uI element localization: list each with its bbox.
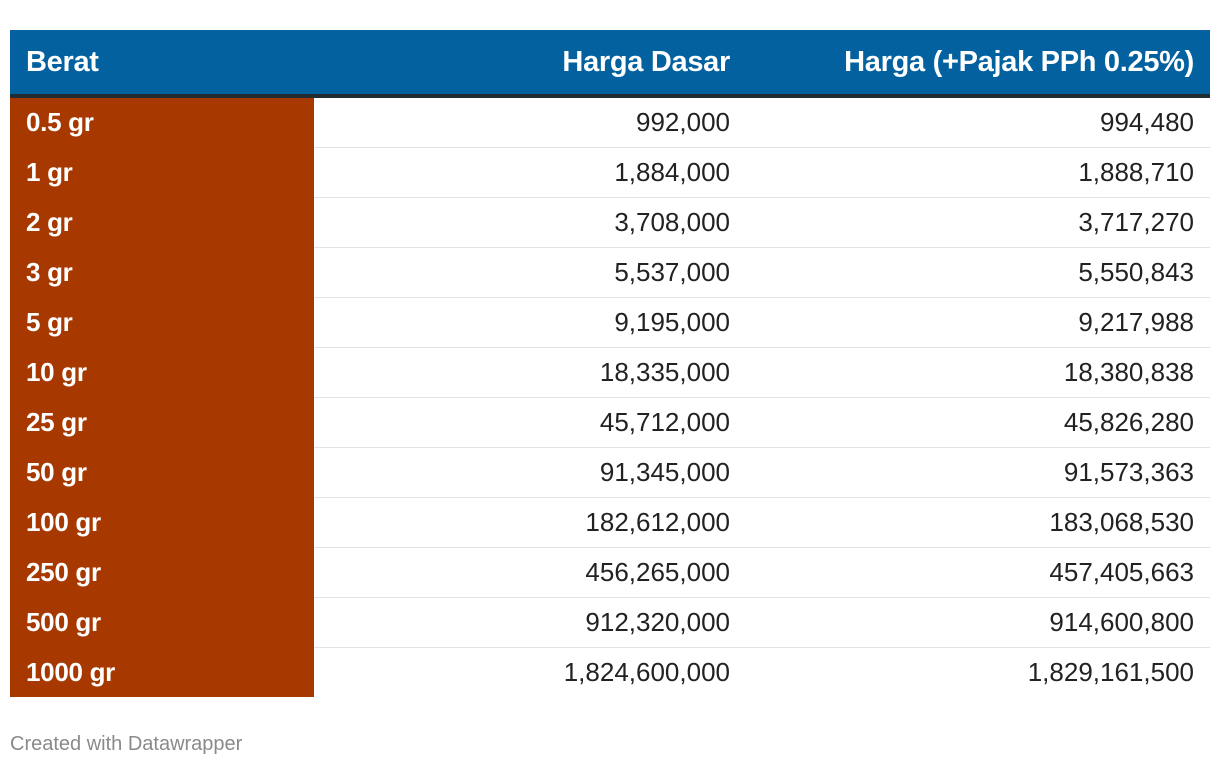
weight-cell: 2 gr <box>10 197 314 248</box>
price-table: Berat Harga Dasar Harga (+Pajak PPh 0.25… <box>10 30 1210 697</box>
price-with-tax-cell: 5,550,843 <box>746 247 1210 298</box>
price-with-tax-cell: 994,480 <box>746 96 1210 148</box>
table-row: 500 gr 912,320,000 914,600,800 <box>10 597 1210 648</box>
weight-cell: 25 gr <box>10 397 314 448</box>
price-with-tax-cell: 183,068,530 <box>746 497 1210 548</box>
base-price-cell: 5,537,000 <box>314 247 746 298</box>
base-price-cell: 45,712,000 <box>314 397 746 448</box>
table-row: 3 gr 5,537,000 5,550,843 <box>10 247 1210 298</box>
header-weight: Berat <box>10 30 314 98</box>
table-row: 2 gr 3,708,000 3,717,270 <box>10 197 1210 248</box>
header-row: Berat Harga Dasar Harga (+Pajak PPh 0.25… <box>10 30 1210 98</box>
weight-cell: 1000 gr <box>10 647 314 697</box>
weight-cell: 50 gr <box>10 447 314 498</box>
price-with-tax-cell: 91,573,363 <box>746 447 1210 498</box>
weight-cell: 5 gr <box>10 297 314 348</box>
weight-cell: 1 gr <box>10 147 314 198</box>
price-with-tax-cell: 18,380,838 <box>746 347 1210 398</box>
table-header: Berat Harga Dasar Harga (+Pajak PPh 0.25… <box>10 30 1210 98</box>
table-row: 25 gr 45,712,000 45,826,280 <box>10 397 1210 448</box>
header-base-price: Harga Dasar <box>314 30 746 98</box>
price-with-tax-cell: 3,717,270 <box>746 197 1210 248</box>
weight-cell: 3 gr <box>10 247 314 298</box>
base-price-cell: 456,265,000 <box>314 547 746 598</box>
weight-cell: 500 gr <box>10 597 314 648</box>
price-with-tax-cell: 9,217,988 <box>746 297 1210 348</box>
table-row: 1000 gr 1,824,600,000 1,829,161,500 <box>10 647 1210 697</box>
base-price-cell: 9,195,000 <box>314 297 746 348</box>
price-with-tax-cell: 1,888,710 <box>746 147 1210 198</box>
price-with-tax-cell: 457,405,663 <box>746 547 1210 598</box>
price-with-tax-cell: 1,829,161,500 <box>1027 657 1194 687</box>
table-row: 50 gr 91,345,000 91,573,363 <box>10 447 1210 498</box>
base-price-cell: 182,612,000 <box>314 497 746 548</box>
table-row: 10 gr 18,335,000 18,380,838 <box>10 347 1210 398</box>
base-price-cell: 91,345,000 <box>314 447 746 498</box>
table-row: 0.5 gr 992,000 994,480 <box>10 96 1210 148</box>
weight-cell: 0.5 gr <box>10 96 314 148</box>
table-row: 100 gr 182,612,000 183,068,530 <box>10 497 1210 548</box>
table-row: 250 gr 456,265,000 457,405,663 <box>10 547 1210 598</box>
weight-cell: 250 gr <box>10 547 314 598</box>
base-price-cell: 1,824,600,000 <box>563 657 730 687</box>
price-with-tax-cell: 45,826,280 <box>746 397 1210 448</box>
table-body: 0.5 gr 992,000 994,480 1 gr 1,884,000 1,888,7… <box>10 96 1210 697</box>
price-with-tax-cell: 914,600,800 <box>746 597 1210 648</box>
price-table-container: Berat Harga Dasar Harga (+Pajak PPh 0.25… <box>10 30 1210 697</box>
base-price-cell: 1,884,000 <box>314 147 746 198</box>
weight-cell: 10 gr <box>10 347 314 398</box>
table-row: 1 gr 1,884,000 1,888,710 <box>10 147 1210 198</box>
base-price-cell: 992,000 <box>314 96 746 148</box>
weight-cell: 100 gr <box>10 497 314 548</box>
datawrapper-credit[interactable]: Created with Datawrapper <box>10 733 243 755</box>
base-price-cell: 18,335,000 <box>314 347 746 398</box>
table-row: 5 gr 9,195,000 9,217,988 <box>10 297 1210 348</box>
base-price-cell: 912,320,000 <box>314 597 746 648</box>
base-price-cell: 3,708,000 <box>314 197 746 248</box>
header-price-with-tax: Harga (+Pajak PPh 0.25%) <box>746 30 1210 98</box>
